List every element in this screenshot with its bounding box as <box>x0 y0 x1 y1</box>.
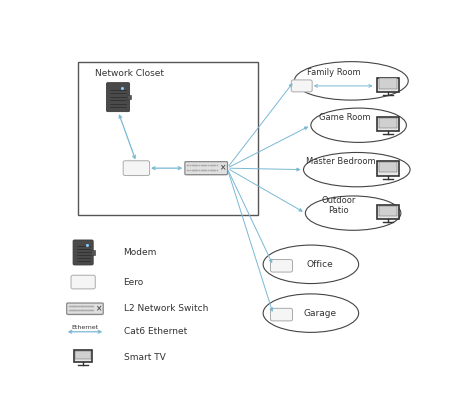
FancyBboxPatch shape <box>71 310 73 311</box>
FancyBboxPatch shape <box>214 170 216 171</box>
FancyBboxPatch shape <box>85 306 87 307</box>
FancyBboxPatch shape <box>212 170 214 171</box>
FancyBboxPatch shape <box>187 165 189 166</box>
FancyBboxPatch shape <box>379 206 397 216</box>
FancyBboxPatch shape <box>74 310 76 311</box>
FancyBboxPatch shape <box>76 310 78 311</box>
FancyBboxPatch shape <box>73 240 93 265</box>
FancyBboxPatch shape <box>185 162 228 175</box>
FancyBboxPatch shape <box>208 165 210 166</box>
FancyBboxPatch shape <box>212 165 214 166</box>
FancyBboxPatch shape <box>379 78 397 89</box>
FancyBboxPatch shape <box>271 308 292 321</box>
FancyBboxPatch shape <box>273 270 290 272</box>
FancyBboxPatch shape <box>91 306 92 307</box>
Text: Modem: Modem <box>124 248 157 257</box>
FancyBboxPatch shape <box>203 165 205 166</box>
FancyBboxPatch shape <box>67 303 103 314</box>
FancyBboxPatch shape <box>273 319 290 321</box>
FancyBboxPatch shape <box>68 313 102 315</box>
FancyBboxPatch shape <box>128 95 131 99</box>
FancyBboxPatch shape <box>76 306 78 307</box>
FancyBboxPatch shape <box>73 286 93 288</box>
FancyBboxPatch shape <box>379 162 397 172</box>
FancyBboxPatch shape <box>217 165 219 166</box>
Text: ×: × <box>95 304 101 313</box>
FancyBboxPatch shape <box>377 205 399 219</box>
FancyBboxPatch shape <box>214 165 216 166</box>
FancyBboxPatch shape <box>379 118 397 128</box>
Text: Network Closet: Network Closet <box>94 69 164 78</box>
FancyBboxPatch shape <box>107 83 129 112</box>
FancyBboxPatch shape <box>73 306 74 307</box>
Text: Garage: Garage <box>303 309 337 317</box>
Text: Eero: Eero <box>124 278 144 287</box>
FancyBboxPatch shape <box>291 80 312 92</box>
FancyBboxPatch shape <box>78 310 80 311</box>
FancyBboxPatch shape <box>192 170 194 171</box>
FancyBboxPatch shape <box>377 161 399 176</box>
FancyBboxPatch shape <box>82 310 83 311</box>
FancyBboxPatch shape <box>85 310 87 311</box>
FancyBboxPatch shape <box>201 170 203 171</box>
FancyBboxPatch shape <box>89 310 91 311</box>
FancyBboxPatch shape <box>190 165 191 166</box>
FancyBboxPatch shape <box>91 310 92 311</box>
FancyBboxPatch shape <box>196 170 198 171</box>
FancyBboxPatch shape <box>199 165 201 166</box>
FancyBboxPatch shape <box>194 165 196 166</box>
FancyBboxPatch shape <box>69 306 71 307</box>
Text: Master Bedroom: Master Bedroom <box>306 157 375 166</box>
Text: Family Room: Family Room <box>308 68 361 77</box>
FancyBboxPatch shape <box>126 173 147 175</box>
Text: Game Room: Game Room <box>319 113 370 122</box>
FancyBboxPatch shape <box>83 310 85 311</box>
FancyBboxPatch shape <box>210 165 212 166</box>
FancyBboxPatch shape <box>91 250 95 254</box>
FancyBboxPatch shape <box>71 275 95 289</box>
FancyBboxPatch shape <box>80 310 82 311</box>
FancyBboxPatch shape <box>89 306 91 307</box>
Text: L2 Network Switch: L2 Network Switch <box>124 304 208 313</box>
FancyBboxPatch shape <box>294 90 310 92</box>
FancyBboxPatch shape <box>186 174 227 175</box>
FancyBboxPatch shape <box>192 165 194 166</box>
FancyBboxPatch shape <box>74 306 76 307</box>
FancyBboxPatch shape <box>190 170 191 171</box>
FancyBboxPatch shape <box>123 161 150 176</box>
FancyBboxPatch shape <box>194 170 196 171</box>
FancyBboxPatch shape <box>71 306 73 307</box>
FancyBboxPatch shape <box>83 306 85 307</box>
FancyBboxPatch shape <box>87 306 89 307</box>
FancyBboxPatch shape <box>80 306 82 307</box>
FancyBboxPatch shape <box>217 170 219 171</box>
Text: Office: Office <box>307 260 333 269</box>
FancyBboxPatch shape <box>87 310 89 311</box>
FancyBboxPatch shape <box>75 351 91 359</box>
FancyBboxPatch shape <box>201 165 203 166</box>
FancyBboxPatch shape <box>92 310 94 311</box>
FancyBboxPatch shape <box>271 259 292 272</box>
FancyBboxPatch shape <box>92 306 94 307</box>
FancyBboxPatch shape <box>377 78 399 92</box>
FancyBboxPatch shape <box>69 310 71 311</box>
FancyBboxPatch shape <box>78 306 80 307</box>
FancyBboxPatch shape <box>208 170 210 171</box>
FancyBboxPatch shape <box>196 165 198 166</box>
FancyBboxPatch shape <box>205 170 207 171</box>
FancyBboxPatch shape <box>199 170 201 171</box>
FancyBboxPatch shape <box>74 350 92 362</box>
FancyBboxPatch shape <box>73 310 74 311</box>
FancyBboxPatch shape <box>187 170 189 171</box>
Text: Ethernet: Ethernet <box>72 325 99 330</box>
Text: ×: × <box>219 164 226 173</box>
FancyBboxPatch shape <box>377 117 399 131</box>
FancyBboxPatch shape <box>82 306 83 307</box>
FancyBboxPatch shape <box>203 170 205 171</box>
FancyBboxPatch shape <box>205 165 207 166</box>
Text: Outdoor
Patio: Outdoor Patio <box>322 196 356 215</box>
FancyBboxPatch shape <box>210 170 212 171</box>
Text: Smart TV: Smart TV <box>124 353 165 362</box>
Text: Cat6 Ethernet: Cat6 Ethernet <box>124 327 187 336</box>
